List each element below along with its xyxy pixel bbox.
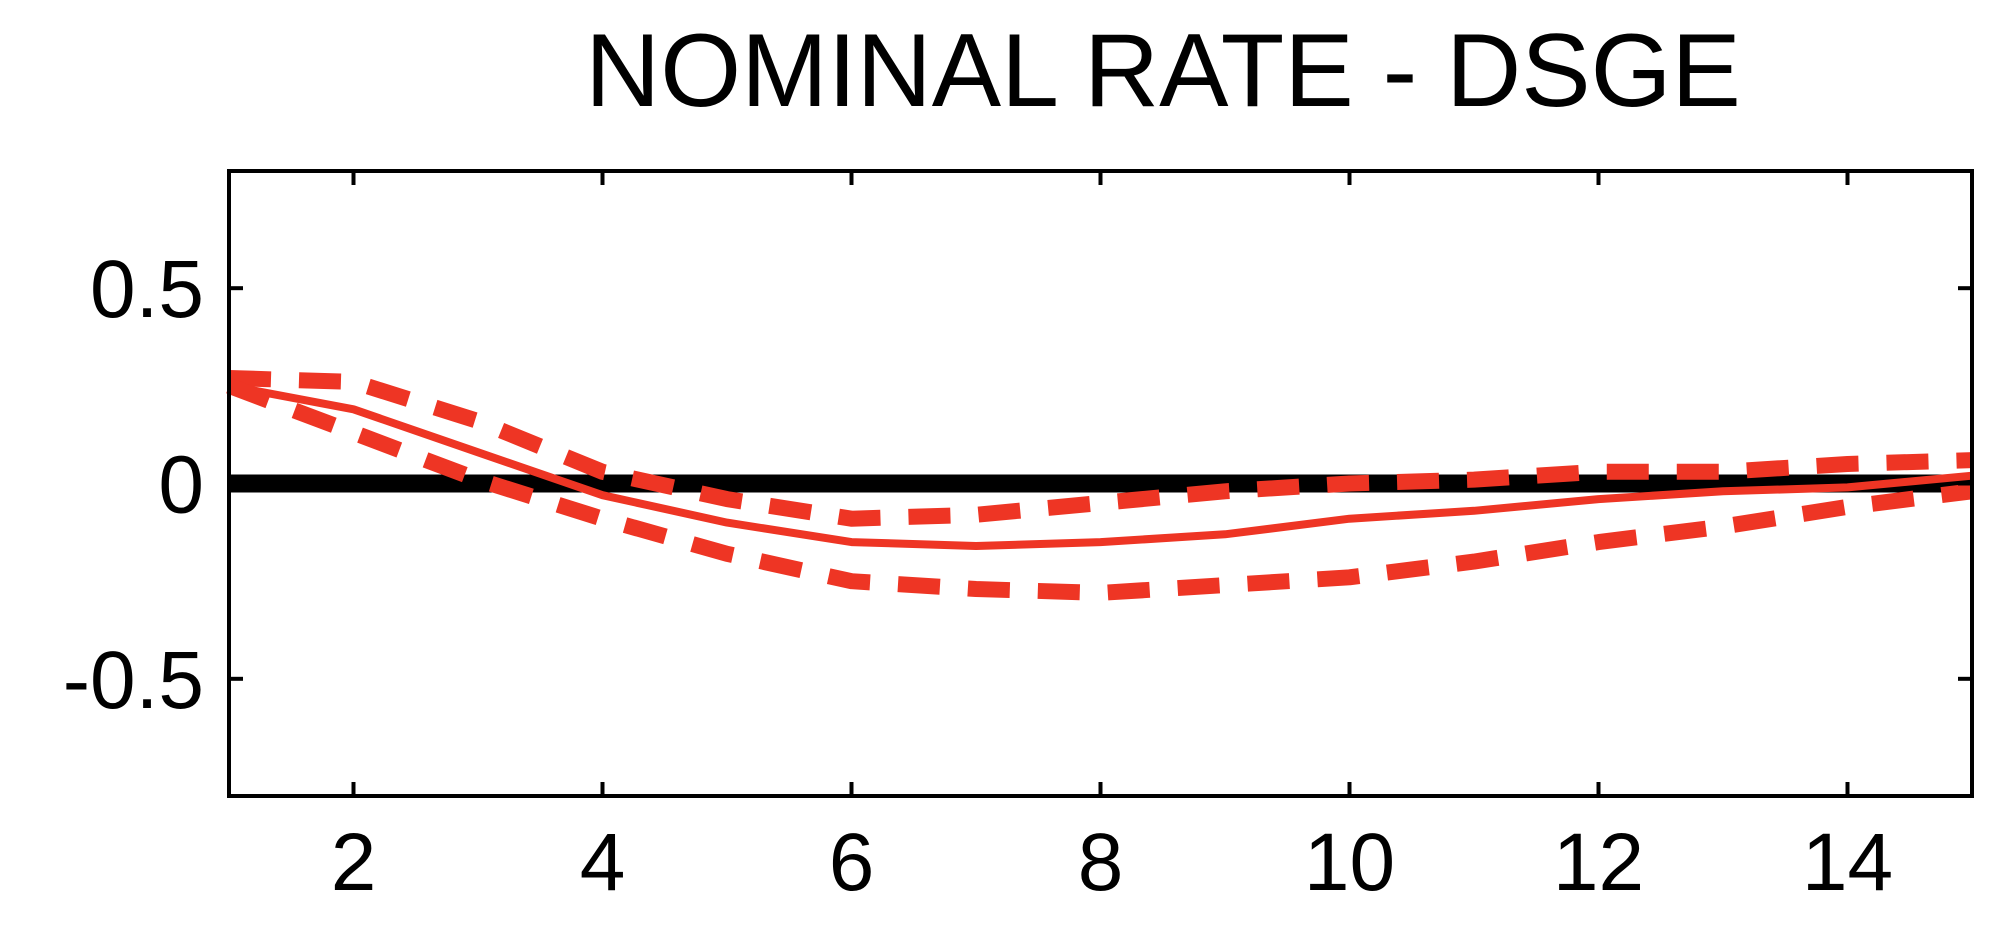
x-tick-label: 6 [829, 817, 875, 908]
series-line-upper-band [228, 370, 1973, 527]
chart-title: NOMINAL RATE - DSGE [585, 13, 1741, 129]
y-tick-label: -0.5 [63, 635, 204, 726]
axes: 2 4 6 8 10 12 14 0.5 0 -0.5 [63, 169, 1974, 908]
y-tick-label: 0.5 [90, 244, 204, 335]
plot-area [226, 171, 1973, 796]
x-tick-label: 10 [1304, 817, 1395, 908]
y-tick-label: 0 [158, 440, 204, 531]
x-tick-label: 14 [1802, 817, 1893, 908]
x-tick-label: 2 [331, 817, 377, 908]
series-line-lower-band [226, 378, 1973, 601]
x-tick-label: 8 [1078, 817, 1124, 908]
series-line-median [228, 381, 1973, 550]
x-tick-label: 4 [580, 817, 626, 908]
x-tick-label: 12 [1553, 817, 1644, 908]
